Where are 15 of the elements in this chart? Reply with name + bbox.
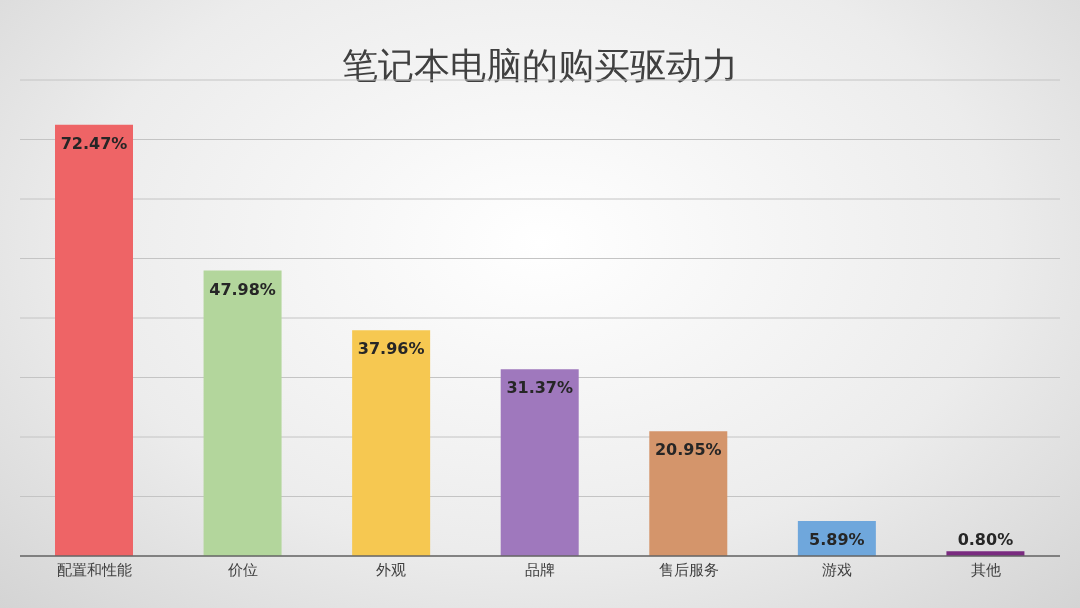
data-label: 72.47% bbox=[60, 133, 128, 153]
data-label: 47.98% bbox=[209, 279, 276, 299]
x-tick-label: 其他 bbox=[970, 561, 1001, 578]
data-label: 37.96% bbox=[357, 339, 425, 359]
x-tick-label: 外观 bbox=[376, 561, 407, 578]
x-tick-label: 售后服务 bbox=[658, 561, 719, 578]
data-label: 0.80% bbox=[957, 530, 1014, 550]
data-label: 31.37% bbox=[506, 378, 574, 398]
x-tick-label: 游戏 bbox=[822, 561, 853, 578]
chart-title: 笔记本电脑的购买驱动力 bbox=[341, 44, 739, 88]
x-tick-label: 配置和性能 bbox=[56, 561, 132, 578]
x-tick-label: 品牌 bbox=[525, 561, 555, 578]
x-tick-label: 价位 bbox=[226, 561, 258, 578]
data-label: 5.89% bbox=[809, 529, 865, 549]
data-label: 20.95% bbox=[654, 440, 722, 460]
